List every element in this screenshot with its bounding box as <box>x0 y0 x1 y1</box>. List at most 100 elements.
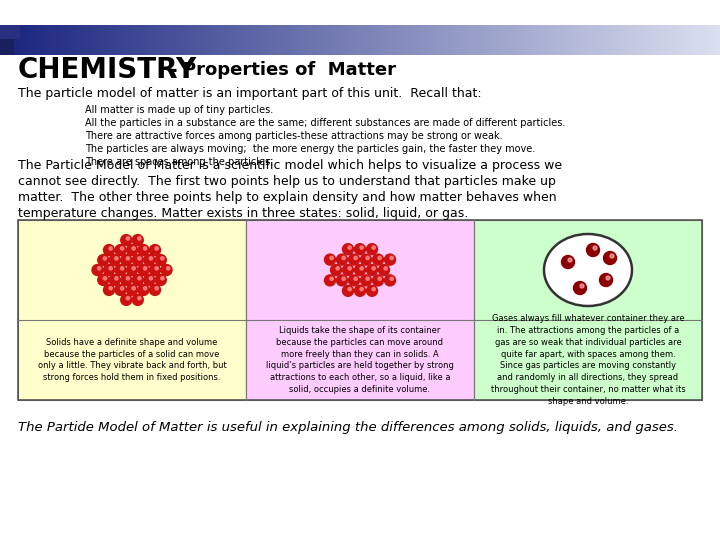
Circle shape <box>166 267 170 270</box>
Circle shape <box>562 255 575 268</box>
Text: The particle model of matter is an important part of this unit.  Recall that:: The particle model of matter is an impor… <box>18 86 482 99</box>
Circle shape <box>336 267 339 270</box>
Circle shape <box>132 234 143 246</box>
Circle shape <box>354 265 366 275</box>
Bar <box>18 220 702 400</box>
Circle shape <box>372 254 384 265</box>
Bar <box>474 220 702 400</box>
Circle shape <box>336 254 348 265</box>
Circle shape <box>115 245 126 255</box>
Text: matter.  The other three points help to explain density and how matter behaves w: matter. The other three points help to e… <box>18 191 557 204</box>
Circle shape <box>138 276 141 280</box>
Circle shape <box>580 284 584 288</box>
Circle shape <box>109 267 112 270</box>
Circle shape <box>143 247 147 250</box>
Circle shape <box>143 287 147 290</box>
Text: All matter is made up of tiny particles.: All matter is made up of tiny particles. <box>85 105 274 115</box>
Circle shape <box>325 254 336 265</box>
Circle shape <box>126 237 130 240</box>
Circle shape <box>325 275 336 286</box>
Circle shape <box>593 246 597 250</box>
Circle shape <box>138 296 141 300</box>
Bar <box>0 38 14 55</box>
Text: All the particles in a substance are the same; different substances are made of : All the particles in a substance are the… <box>85 118 565 128</box>
Circle shape <box>132 274 143 286</box>
Circle shape <box>366 256 369 260</box>
Circle shape <box>132 267 135 270</box>
Text: Solids have a definite shape and volume
because the particles of a solid can mov: Solids have a definite shape and volume … <box>37 338 226 382</box>
Circle shape <box>606 276 610 280</box>
Circle shape <box>348 246 351 249</box>
Circle shape <box>132 254 143 266</box>
Circle shape <box>330 265 341 275</box>
Circle shape <box>150 245 161 255</box>
Circle shape <box>156 254 166 266</box>
Circle shape <box>366 265 377 275</box>
Circle shape <box>360 267 364 270</box>
Text: cannot see directly.  The first two points help us to understand that particles : cannot see directly. The first two point… <box>18 174 556 187</box>
Text: -: - <box>168 58 178 82</box>
Circle shape <box>379 265 390 275</box>
Circle shape <box>161 265 172 275</box>
Circle shape <box>568 258 572 262</box>
Circle shape <box>366 244 377 255</box>
Circle shape <box>343 285 354 296</box>
Circle shape <box>342 277 346 280</box>
Circle shape <box>354 285 366 296</box>
Circle shape <box>104 265 114 275</box>
Text: Gases always fill whatever container they are
in. The attractions among the part: Gases always fill whatever container the… <box>490 314 685 406</box>
Circle shape <box>150 265 161 275</box>
Circle shape <box>127 265 138 275</box>
Circle shape <box>121 294 132 306</box>
Text: Liquids take the shape of its container
because the particles can move around
mo: Liquids take the shape of its container … <box>266 326 454 394</box>
Circle shape <box>155 287 158 290</box>
Circle shape <box>354 277 357 280</box>
Circle shape <box>610 254 614 258</box>
Circle shape <box>115 285 126 295</box>
Circle shape <box>132 247 135 250</box>
Circle shape <box>143 267 147 270</box>
Circle shape <box>155 267 158 270</box>
Text: The Particle Model of Matter is a scientific model which helps to visualize a pr: The Particle Model of Matter is a scient… <box>18 159 562 172</box>
Circle shape <box>343 244 354 255</box>
Circle shape <box>384 267 387 270</box>
Circle shape <box>121 254 132 266</box>
Circle shape <box>348 254 359 265</box>
Text: There are spaces among the particles.: There are spaces among the particles. <box>85 157 273 167</box>
Circle shape <box>104 245 114 255</box>
Circle shape <box>384 254 395 265</box>
Circle shape <box>114 276 118 280</box>
Circle shape <box>354 244 366 255</box>
Circle shape <box>366 277 369 280</box>
Circle shape <box>121 234 132 246</box>
Circle shape <box>587 244 600 256</box>
Circle shape <box>144 254 155 266</box>
Circle shape <box>390 256 393 260</box>
Circle shape <box>114 256 118 260</box>
Circle shape <box>336 275 348 286</box>
Circle shape <box>390 277 393 280</box>
Bar <box>18 220 246 400</box>
Bar <box>0 25 20 38</box>
Circle shape <box>103 256 107 260</box>
Circle shape <box>360 287 364 291</box>
Circle shape <box>372 267 375 270</box>
Text: There are attractive forces among particles-these attractions may be strong or w: There are attractive forces among partic… <box>85 131 503 141</box>
Circle shape <box>603 252 616 265</box>
Circle shape <box>138 237 141 240</box>
Circle shape <box>155 247 158 250</box>
Circle shape <box>149 256 153 260</box>
Circle shape <box>132 294 143 306</box>
Circle shape <box>149 276 153 280</box>
Ellipse shape <box>544 234 632 306</box>
Circle shape <box>92 265 103 275</box>
Circle shape <box>378 277 382 280</box>
Circle shape <box>156 274 166 286</box>
Circle shape <box>127 285 138 295</box>
Circle shape <box>132 287 135 290</box>
Circle shape <box>120 287 124 290</box>
Circle shape <box>120 267 124 270</box>
Circle shape <box>104 285 114 295</box>
Circle shape <box>348 275 359 286</box>
Circle shape <box>600 273 613 287</box>
